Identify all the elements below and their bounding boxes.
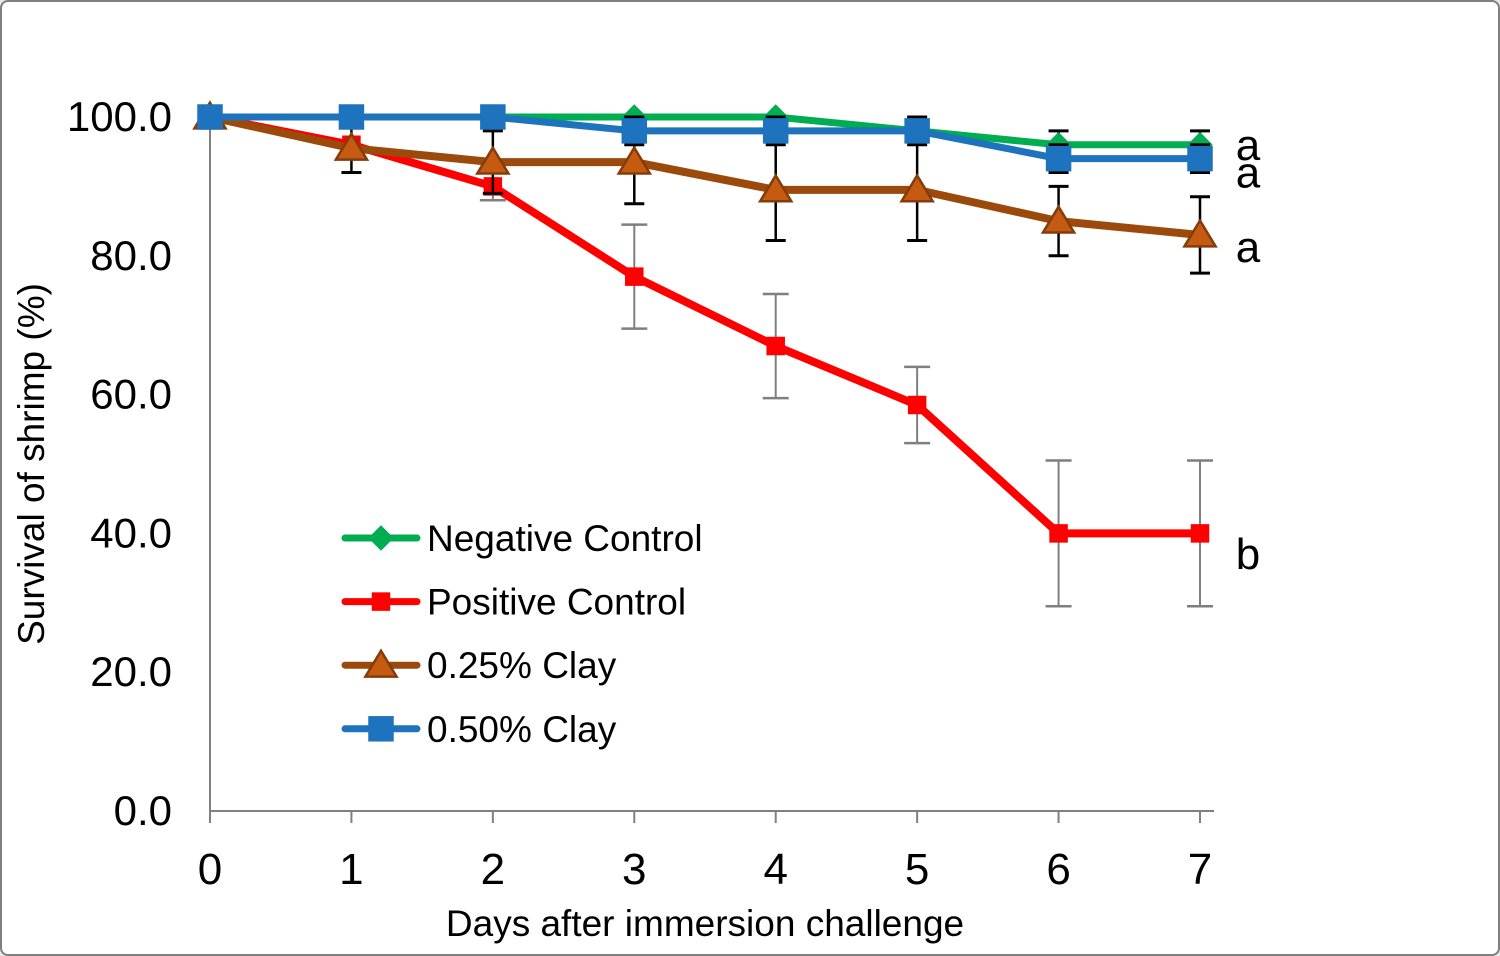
marker-0-25-clay [757,173,794,203]
legend-swatch-marker [363,648,399,678]
marker-0-50-clay [621,118,648,144]
legend-label: Positive Control [427,582,686,623]
marker-0-50-clay [197,104,223,130]
series-positive-control [200,107,1213,608]
sig-letter-negative-control: a [1236,121,1261,170]
legend-item-negative-control: Negative Control [341,518,703,559]
marker-0-50-clay [904,118,930,144]
marker-positive-control [1049,524,1068,543]
x-tick-label: 2 [481,845,505,894]
legend-item-0-50-clay: 0.50% Clay [341,709,617,750]
x-tick-label: 5 [905,845,929,894]
marker-0-25-clay [616,145,653,175]
y-tick-label: 0.0 [114,787,172,834]
legend-label: 0.50% Clay [427,709,617,750]
legend-label: 0.25% Clay [427,645,617,686]
x-axis-title: Days after immersion challenge [446,903,964,944]
series-0-25-clay [192,100,1218,275]
legend-item-positive-control: Positive Control [341,582,686,623]
marker-positive-control [766,336,785,356]
y-axis-title: Survival of shrimp (%) [11,283,52,645]
legend-swatch-marker [368,525,394,551]
y-tick-label: 20.0 [90,648,172,695]
marker-positive-control [625,267,644,286]
legend-label: Negative Control [427,518,703,559]
marker-0-25-clay [899,173,935,203]
x-tick-label: 4 [763,845,787,894]
sig-letter-0-25-clay: a [1236,223,1261,272]
marker-0-50-clay [1187,145,1213,172]
x-tick-label: 1 [339,845,363,894]
marker-0-25-clay [1040,204,1077,234]
series-line-0-25-clay [206,113,1204,239]
sig-letter-positive-control: b [1236,530,1260,579]
y-tick-label: 60.0 [90,371,172,418]
marker-0-25-clay [333,131,370,161]
legend-item-0-25-clay: 0.25% Clay [341,645,617,686]
marker-0-25-clay [475,145,511,175]
x-tick-label: 3 [622,845,646,894]
y-tick-label: 40.0 [90,509,172,556]
marker-0-50-clay [480,104,506,130]
y-tick-label: 100.0 [67,93,172,140]
marker-positive-control [1190,524,1210,543]
x-tick-label: 0 [198,845,222,894]
x-tick-label: 7 [1188,845,1212,894]
marker-positive-control [907,395,927,415]
marker-0-50-clay [1045,145,1072,172]
legend-swatch-marker [368,716,394,742]
series-line-0-50-clay [206,113,1204,163]
y-tick-label: 80.0 [90,232,172,279]
marker-0-50-clay [338,104,365,130]
series-0-50-clay [197,104,1213,175]
x-tick-label: 6 [1046,845,1070,894]
legend: Negative Control Positive Control 0.25% Cl… [341,518,703,750]
sig-letter-0-50-clay: a [1236,149,1261,198]
marker-0-25-clay [1182,218,1218,248]
marker-0-50-clay [762,118,789,144]
legend-swatch-marker [371,592,391,611]
